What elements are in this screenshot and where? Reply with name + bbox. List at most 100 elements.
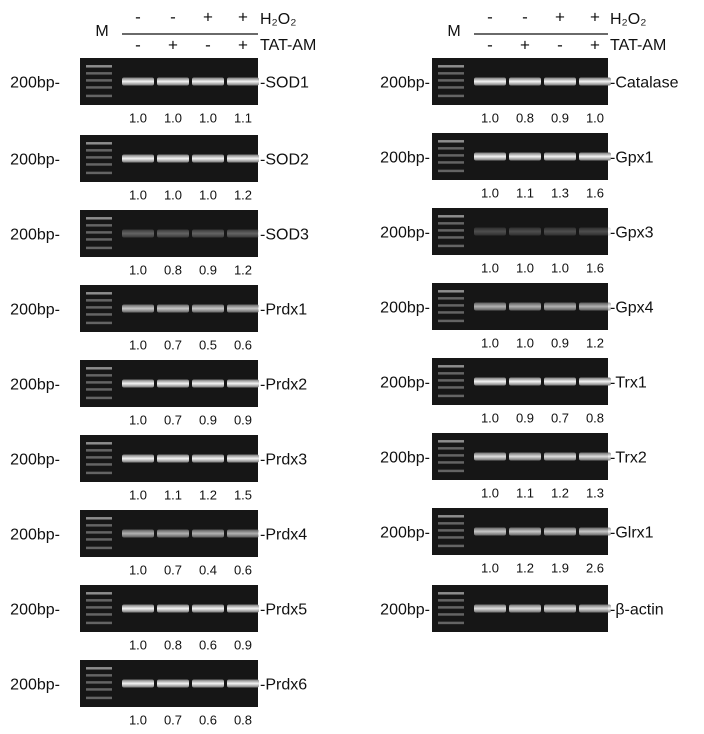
- ratio-value: 1.5: [234, 487, 252, 502]
- gel-panel: [80, 510, 259, 557]
- band: [579, 453, 611, 461]
- band: [227, 605, 259, 613]
- gene-name: -Glrx1: [610, 525, 654, 542]
- ladder-band: [438, 245, 464, 248]
- ladder-band: [86, 306, 112, 309]
- ladder-band: [438, 545, 464, 548]
- band: [474, 453, 506, 461]
- treatment-sign: -: [522, 7, 528, 26]
- ratio-value: 1.6: [586, 185, 604, 200]
- treatment-sign: -: [205, 35, 211, 54]
- band: [509, 378, 541, 386]
- ladder-band: [438, 95, 464, 98]
- ladder-band: [438, 161, 464, 164]
- ratio-value: 0.6: [234, 337, 252, 352]
- gel-panel: [80, 135, 259, 182]
- ladder-band: [86, 388, 112, 391]
- treatment-sign: -: [135, 35, 141, 54]
- ratio-value: 0.7: [551, 410, 569, 425]
- ratio-value: 0.7: [164, 412, 182, 427]
- gene-name: -Prdx2: [260, 377, 307, 394]
- ladder-band: [86, 463, 112, 466]
- band: [122, 605, 154, 613]
- treatment-label: TAT-AM: [610, 37, 666, 54]
- ladder-band: [86, 224, 112, 227]
- gene-name: -Catalase: [610, 75, 679, 92]
- ratio-value: 1.0: [199, 110, 217, 125]
- marker-label: 200bp-: [10, 302, 60, 319]
- band: [544, 78, 576, 86]
- marker-label: 200bp-: [380, 75, 430, 92]
- ratio-value: 0.6: [199, 637, 217, 652]
- band: [474, 303, 506, 311]
- band: [544, 453, 576, 461]
- figure: MH₂O₂--++TAT-AM-+-+200bp--SOD11.01.01.01…: [0, 0, 704, 734]
- ladder-band: [438, 386, 464, 389]
- ladder-band: [86, 65, 112, 68]
- ratio-value: 1.0: [129, 637, 147, 652]
- gene-name: -Prdx5: [260, 602, 307, 619]
- ratio-value: 0.9: [516, 410, 534, 425]
- ladder-band: [86, 449, 112, 452]
- band: [227, 155, 259, 163]
- ladder-band: [438, 440, 464, 443]
- gene-name: -Prdx6: [260, 677, 307, 694]
- ratio-value: 0.6: [199, 712, 217, 727]
- ratio-value: 1.0: [129, 187, 147, 202]
- band: [509, 303, 541, 311]
- gel-panel: [80, 435, 259, 482]
- ratio-value: 1.1: [234, 110, 252, 125]
- ratio-value: 0.8: [586, 410, 604, 425]
- ladder-band: [86, 613, 112, 616]
- ladder-band: [86, 538, 112, 541]
- gene-name: -Gpx4: [610, 300, 654, 317]
- band: [579, 528, 611, 536]
- gene-name: -Prdx4: [260, 527, 307, 544]
- marker-label: 200bp-: [380, 150, 430, 167]
- band: [579, 378, 611, 386]
- band: [474, 378, 506, 386]
- ladder-band: [86, 374, 112, 377]
- ladder-band: [438, 236, 464, 239]
- ratio-value: 1.0: [481, 260, 499, 275]
- band: [122, 155, 154, 163]
- band: [579, 153, 611, 161]
- gel-panel: [80, 285, 259, 332]
- band: [544, 528, 576, 536]
- ladder-band: [438, 304, 464, 307]
- band: [509, 453, 541, 461]
- ladder-band: [86, 606, 112, 609]
- band: [509, 228, 541, 236]
- ladder-band: [438, 320, 464, 323]
- ladder-band: [86, 322, 112, 325]
- ratio-value: 1.6: [586, 260, 604, 275]
- band: [474, 528, 506, 536]
- ladder-band: [86, 622, 112, 625]
- ratio-value: 1.0: [516, 335, 534, 350]
- ladder-band: [86, 674, 112, 677]
- ladder-band: [438, 72, 464, 75]
- ladder-band: [86, 697, 112, 700]
- marker-label: 200bp-: [10, 452, 60, 469]
- band: [227, 230, 259, 238]
- ladder-band: [86, 547, 112, 550]
- band: [509, 153, 541, 161]
- band: [227, 78, 259, 86]
- ladder-band: [438, 170, 464, 173]
- band: [579, 303, 611, 311]
- gel-panel: [432, 208, 611, 255]
- ratio-value: 1.0: [586, 110, 604, 125]
- ladder-band: [86, 247, 112, 250]
- ratio-value: 1.0: [481, 335, 499, 350]
- ladder-band: [86, 79, 112, 82]
- band: [544, 153, 576, 161]
- band: [192, 305, 224, 313]
- ratio-value: 1.0: [551, 260, 569, 275]
- gel-panel: [432, 433, 611, 480]
- ladder-band: [86, 599, 112, 602]
- treatment-sign: -: [135, 7, 141, 26]
- gel-panel: [80, 360, 259, 407]
- ratio-value: 1.0: [481, 560, 499, 575]
- ladder-band: [438, 529, 464, 532]
- ratio-value: 1.0: [164, 110, 182, 125]
